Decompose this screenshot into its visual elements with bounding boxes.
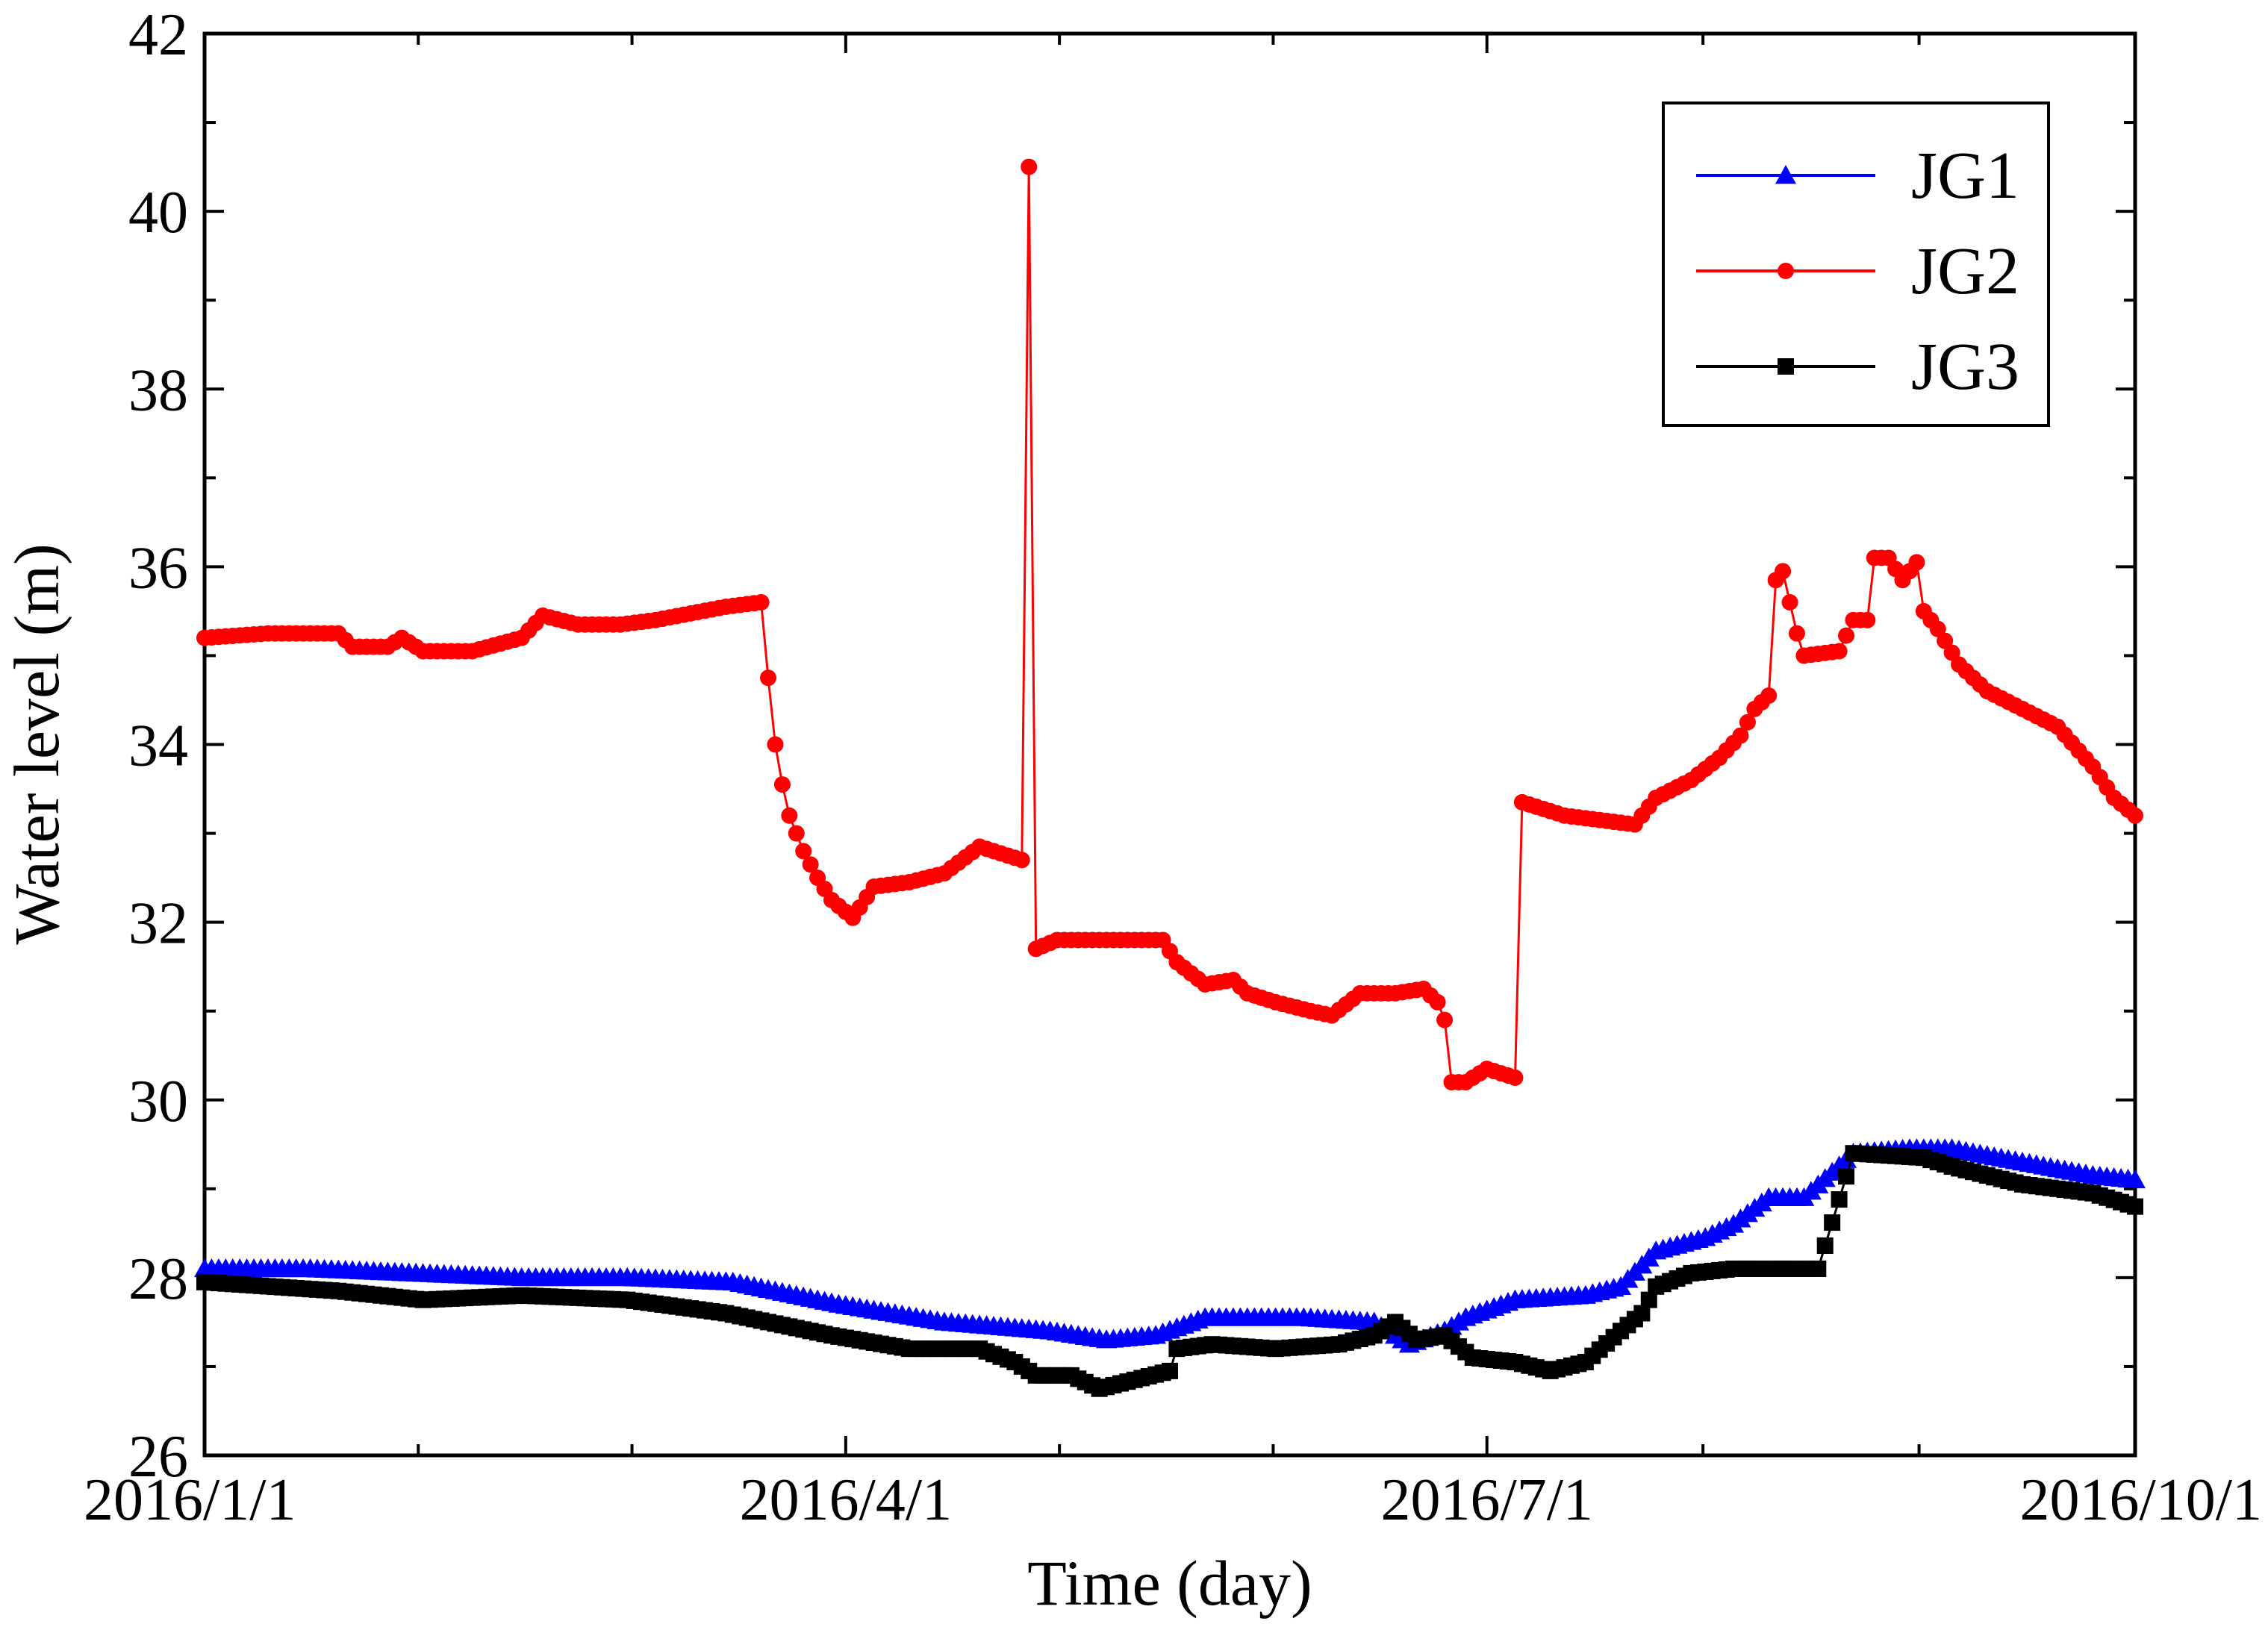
data-point-jg2: [753, 594, 770, 611]
data-point-jg3: [2127, 1198, 2143, 1215]
y-tick-label: 34: [128, 714, 188, 779]
data-point-jg3: [1162, 1362, 1178, 1379]
y-tick-label: 32: [128, 891, 188, 957]
y-tick-label: 30: [128, 1069, 188, 1134]
data-point-jg2: [1507, 1069, 1524, 1086]
data-point-jg2: [773, 776, 791, 793]
y-axis-title: Water level (m): [1, 543, 72, 944]
x-tick-label: 2016/1/1: [84, 1467, 296, 1533]
data-point-jg2: [1943, 644, 1960, 661]
series-layer: [194, 158, 2146, 1397]
data-point-jg2: [1929, 620, 1946, 637]
x-tick-label: 2016/10/1: [2020, 1467, 2262, 1533]
data-point-jg2: [1937, 632, 1954, 649]
data-point-jg2: [767, 736, 784, 753]
legend-marker-jg2: [1778, 263, 1794, 279]
data-point-jg2: [781, 807, 798, 824]
data-point-jg2: [1781, 594, 1798, 611]
data-point-jg2: [788, 825, 805, 842]
y-tick-label: 40: [128, 180, 188, 246]
data-point-jg2: [1013, 852, 1030, 869]
series-jg2: [196, 158, 2143, 1090]
data-point-jg2: [1429, 993, 1446, 1011]
data-point-jg2: [2127, 807, 2143, 824]
data-point-jg2: [795, 843, 812, 860]
data-point-jg2: [760, 669, 777, 687]
legend-marker-jg1: [1775, 165, 1796, 184]
y-tick-label: 42: [128, 2, 188, 68]
data-point-jg2: [1775, 563, 1792, 580]
data-point-jg2: [1859, 611, 1876, 628]
axis-layer: 26 28 30 32 34 36 38 40 42 2016/1/1 2016/4/1 2016/7…: [84, 2, 2262, 1533]
data-point-jg2: [802, 856, 819, 873]
data-point-jg3: [1810, 1260, 1827, 1277]
data-point-jg1: [2125, 1169, 2146, 1189]
legend: JG1 JG2 JG3: [1662, 102, 2050, 427]
y-tick-label: 36: [128, 535, 188, 601]
data-point-jg3: [1816, 1237, 1834, 1255]
legend-marker-jg3: [1778, 358, 1794, 375]
legend-label-jg2: JG2: [1911, 234, 2019, 308]
data-point-jg2: [1831, 643, 1848, 660]
y-tick-label: 38: [128, 358, 188, 423]
x-tick-label: 2016/7/1: [1380, 1467, 1592, 1533]
data-point-jg2: [1739, 714, 1756, 731]
legend-box: [1662, 102, 2050, 427]
data-point-jg3: [1640, 1291, 1657, 1308]
data-point-jg2: [1436, 1011, 1454, 1028]
x-axis-title: Time (day): [1027, 1547, 1312, 1619]
data-point-jg2: [1760, 687, 1778, 705]
x-tick-label: 2016/4/1: [740, 1467, 952, 1533]
y-tick-label: 28: [128, 1246, 188, 1312]
legend-label-jg1: JG1: [1911, 139, 2019, 213]
data-point-jg2: [1788, 625, 1805, 642]
data-point-jg2: [1021, 158, 1038, 175]
data-point-jg3: [1824, 1214, 1841, 1231]
data-point-jg2: [1732, 727, 1749, 744]
legend-label-jg3: JG3: [1911, 330, 2019, 404]
data-point-jg2: [1908, 554, 1925, 571]
data-point-jg3: [1831, 1191, 1848, 1208]
data-point-jg3: [1633, 1305, 1651, 1322]
data-point-jg2: [1838, 627, 1855, 644]
y-tick-label: 26: [128, 1424, 188, 1490]
data-point-jg3: [1838, 1168, 1855, 1185]
